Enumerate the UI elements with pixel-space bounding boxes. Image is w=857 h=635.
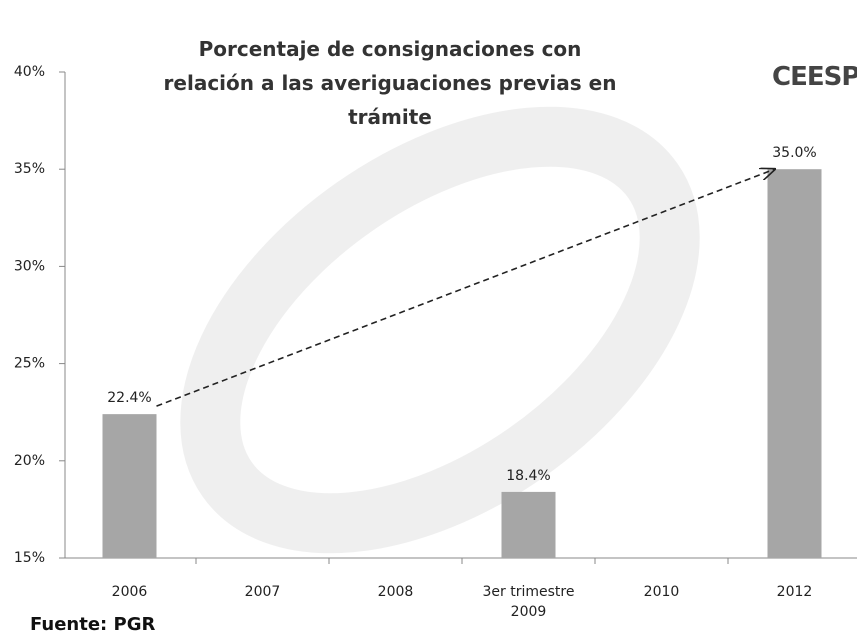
x-tick-label: 3er trimestre 2009 — [482, 584, 575, 620]
bar — [501, 491, 556, 558]
trend-arrow — [156, 169, 775, 407]
bar — [102, 414, 157, 558]
x-tick-label: 2010 — [643, 584, 680, 600]
y-tick-label: 15% — [14, 550, 45, 566]
bar — [767, 169, 822, 558]
chart-title: Porcentaje de consignaciones con relació… — [163, 37, 617, 129]
y-tick-label: 20% — [14, 453, 45, 469]
source: Fuente: PGR — [30, 614, 156, 635]
y-tick-label: 25% — [14, 356, 45, 372]
value-label: 22.4% — [107, 390, 151, 406]
watermark — [180, 106, 700, 554]
x-tick-label: 2008 — [377, 584, 414, 600]
logo: CEESP — [772, 62, 857, 92]
value-label: 18.4% — [506, 468, 550, 484]
value-label: 35.0% — [772, 145, 816, 161]
y-tick-label: 35% — [14, 161, 45, 177]
y-tick-label: 40% — [14, 64, 45, 80]
y-tick-label: 30% — [14, 258, 45, 274]
x-tick-label: 2007 — [244, 584, 281, 600]
x-tick-label: 2012 — [776, 584, 813, 600]
x-tick-label: 2006 — [111, 584, 148, 600]
